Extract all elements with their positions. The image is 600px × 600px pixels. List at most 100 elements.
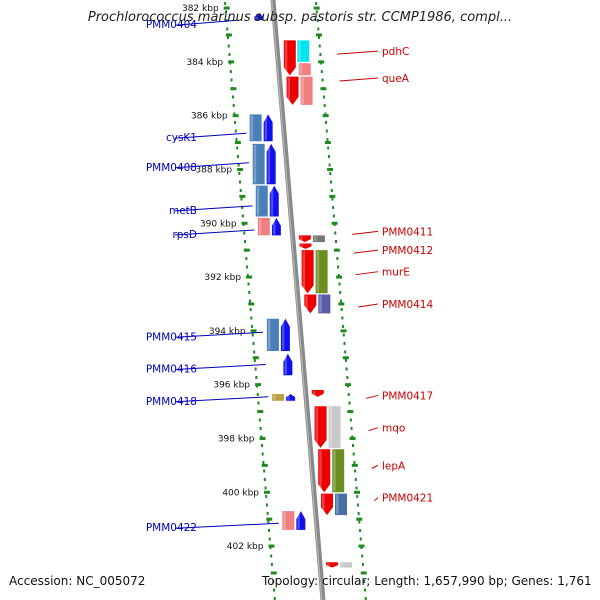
ruler-dot — [236, 155, 239, 158]
gene-shade — [312, 391, 316, 396]
ruler-dot — [347, 393, 350, 396]
ruler-dot — [341, 316, 344, 320]
ruler-dot — [261, 452, 264, 456]
kbp-tick-left — [228, 60, 235, 64]
gene-label-right: queA — [382, 73, 410, 85]
gene-shade — [341, 563, 344, 567]
ruler-dot — [334, 240, 337, 243]
ruler-dot — [339, 299, 342, 303]
gene-rev — [318, 294, 331, 314]
gene-shade — [299, 236, 303, 242]
gene-shade — [287, 77, 291, 104]
ruler-dot — [243, 231, 246, 235]
gene-rev — [299, 243, 312, 249]
gene-label-right: mqo — [382, 423, 405, 435]
ruler-dot — [329, 172, 332, 175]
minor-tick-left — [248, 302, 255, 306]
gene-shade — [297, 512, 300, 529]
leader-line-right — [358, 303, 379, 308]
ruler-dot — [330, 189, 333, 192]
minor-tick-left — [234, 141, 241, 145]
ruler-dot — [318, 44, 321, 48]
ruler-dot — [317, 36, 320, 39]
ruler-dot — [259, 427, 262, 430]
ruler-dot — [348, 401, 351, 405]
ruler-dot — [241, 214, 244, 218]
ruler-dot — [245, 257, 248, 260]
leader-line-right — [365, 394, 379, 399]
gene-label-left: rpsD — [172, 229, 197, 241]
ruler-dot — [253, 359, 256, 362]
gene-label-right: lepA — [382, 460, 406, 472]
kbp-tick-left — [237, 167, 244, 171]
gene-fwd — [271, 217, 281, 236]
ruler-dot — [342, 325, 345, 328]
ruler-dot — [227, 44, 230, 48]
gene-shade — [319, 295, 322, 313]
gene-fwd — [269, 185, 279, 217]
gene-shade — [333, 450, 336, 492]
ruler-dot — [323, 104, 326, 107]
leader-line-left — [174, 205, 253, 212]
ruler-dot — [334, 231, 337, 235]
ruler-dot — [350, 427, 353, 430]
ruler-dot — [330, 180, 333, 184]
map-title: Prochlorococcus marinus subsp. pastoris … — [87, 10, 513, 25]
ruler-dot — [251, 325, 254, 328]
gene-label-right: PMM0417 — [382, 390, 433, 402]
gene-shade — [284, 354, 287, 375]
gene-rev — [321, 493, 334, 516]
gene-rev — [286, 76, 299, 105]
kbp-tick-right — [354, 490, 361, 494]
ruler-dot — [356, 503, 359, 507]
gene-label-left: PMM0422 — [146, 522, 197, 534]
genome-backbone — [270, 0, 326, 600]
ruler-dot — [252, 342, 255, 345]
gene-shade — [283, 512, 286, 529]
ruler-dot — [336, 257, 339, 260]
gene-label-right: PMM0412 — [382, 245, 433, 257]
ruler-dot — [224, 2, 227, 5]
leader-line-right — [374, 497, 379, 502]
gene-shade — [253, 144, 257, 184]
ruler-dot — [249, 308, 252, 311]
ruler-dot — [226, 36, 229, 39]
ruler-dot — [344, 359, 347, 362]
gene-shade — [301, 77, 305, 104]
gene-rev — [298, 63, 311, 76]
ruler-dot — [354, 478, 357, 481]
ruler-dot — [236, 146, 239, 150]
gene-shade — [305, 295, 308, 313]
ruler-dot — [232, 104, 235, 107]
leader-line-right — [355, 271, 379, 276]
kbp-tick-left — [268, 544, 275, 548]
ruler-dot — [321, 78, 324, 82]
kbp-tick-left — [223, 6, 230, 10]
ruler-dot — [247, 282, 250, 286]
gene-shade — [255, 14, 258, 20]
minor-tick-right — [315, 33, 322, 37]
gene-shade — [267, 144, 271, 184]
gene-label-right: pdhC — [382, 46, 409, 58]
ruler-dot — [339, 291, 342, 294]
topology-summary: Topology: circular; Length: 1,657,990 bp… — [262, 574, 592, 588]
gene-shade — [281, 319, 285, 351]
minor-tick-left — [266, 517, 273, 521]
gene-shade — [300, 244, 304, 248]
gene-fwd — [263, 114, 273, 142]
gene-shade — [258, 218, 262, 235]
ruler-dot — [246, 274, 249, 277]
backbone-line — [270, 0, 326, 600]
accession-text: Accession: NC_005072 — [9, 574, 146, 588]
gene-shade — [336, 494, 339, 515]
minor-tick-right — [324, 141, 331, 145]
minor-tick-left — [230, 87, 237, 91]
gene-fwd — [286, 394, 296, 401]
ruler-dot — [234, 121, 237, 124]
kbp-tick-right — [345, 383, 352, 387]
gene-rev — [301, 250, 314, 294]
gene-rev — [315, 250, 328, 294]
ruler-dot — [239, 180, 242, 184]
gene-fwd — [249, 114, 262, 142]
ruler-dot — [331, 197, 334, 201]
